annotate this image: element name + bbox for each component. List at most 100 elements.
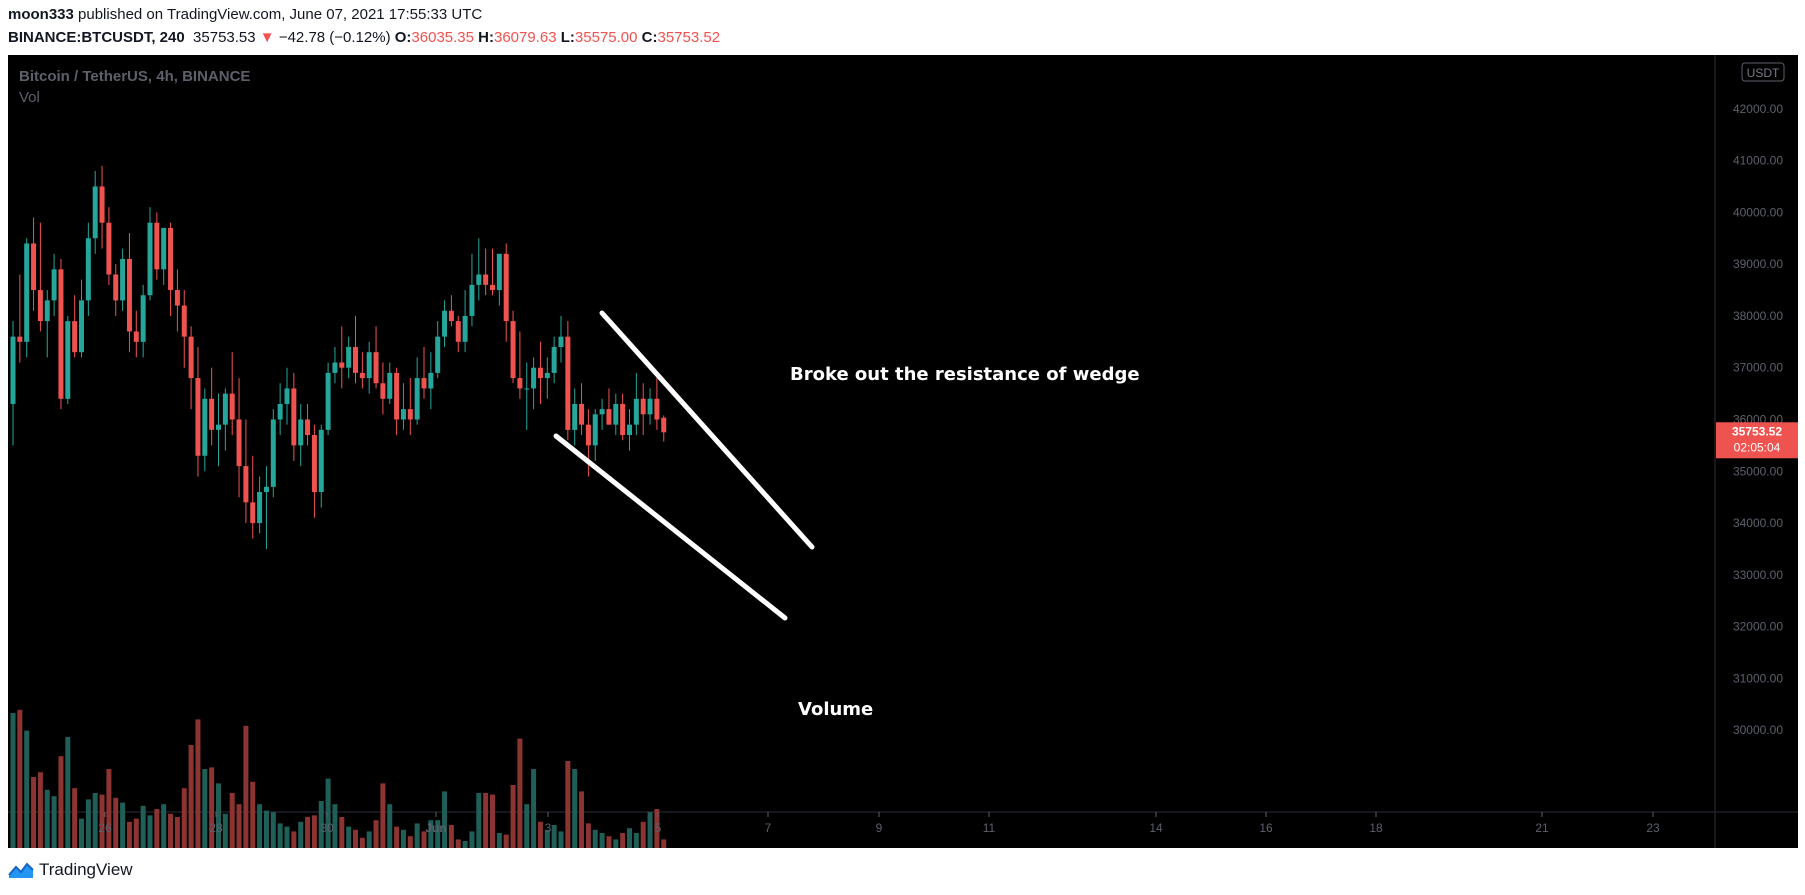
candle-series (10, 165, 667, 549)
published-text: published on TradingView.com, June 07, 2… (78, 6, 483, 23)
candle-body (620, 403, 626, 436)
volume-bar (161, 804, 167, 848)
candle-body (490, 284, 495, 291)
wedge-support-line[interactable] (553, 433, 788, 621)
candle-body (585, 424, 591, 446)
volume-bar (537, 821, 543, 848)
candle-body (113, 274, 119, 301)
candle-body (318, 429, 324, 492)
volume-bar (647, 812, 653, 848)
volume-bar (17, 709, 23, 848)
volume-bar (517, 738, 523, 848)
volume-bar (311, 815, 317, 848)
chart-panel[interactable]: 30000.00 31000.00 32000.00 33000.00 34000.00… (8, 55, 1798, 848)
volume-bar (147, 815, 153, 848)
candle-body (517, 378, 523, 389)
price-chart[interactable]: 30000.00 31000.00 32000.00 33000.00 34000.00… (8, 55, 1798, 848)
volume-bar (394, 826, 400, 848)
volume-bar (263, 810, 269, 848)
candle-body (627, 424, 632, 436)
candle-body (551, 347, 557, 373)
time-tick-label: Jun (425, 821, 446, 835)
volume-bar (332, 804, 338, 848)
time-tick-label: 14 (1149, 821, 1163, 835)
volume-bar (633, 833, 639, 848)
last-price: 35753.53 (193, 29, 256, 46)
candle-body (284, 388, 290, 404)
volume-bar (216, 783, 221, 848)
volume-bar (483, 793, 489, 848)
time-tick-label: 16 (1259, 821, 1273, 835)
time-tick-label: 28 (209, 821, 223, 835)
annotation-volume[interactable]: Volume (798, 699, 873, 720)
volume-bar (126, 821, 132, 848)
candle-body (394, 372, 400, 420)
candle-body (24, 243, 30, 342)
wedge-resistance-line[interactable] (599, 310, 815, 550)
author-name[interactable]: moon333 (8, 6, 74, 23)
candle-body (195, 378, 201, 456)
volume-bar (428, 820, 434, 848)
candle-body (325, 372, 331, 430)
volume-bar (65, 737, 71, 848)
volume-bar (250, 781, 256, 848)
candle-body (455, 321, 461, 342)
volume-bar (510, 785, 516, 848)
candle-body (414, 378, 420, 420)
volume-bar (572, 769, 578, 848)
candle-body (161, 227, 167, 270)
candle-body (579, 403, 585, 425)
volume-bar (44, 789, 50, 848)
price-tick-label: 31000.00 (1733, 671, 1783, 685)
footer-brand[interactable]: TradingView (8, 860, 133, 880)
volume-bar (31, 777, 37, 848)
time-tick-label: 11 (983, 821, 996, 835)
candle-body (174, 290, 180, 306)
time-tick-label: 5 (655, 821, 662, 835)
price-change: −42.78 (−0.12%) (278, 29, 391, 46)
candle-body (428, 372, 434, 389)
publish-info: moon333 published on TradingView.com, Ju… (8, 6, 482, 23)
candle-body (236, 419, 242, 467)
candle-body (483, 274, 489, 285)
volume-bar (243, 725, 249, 848)
currency-badge[interactable] (1741, 62, 1785, 82)
candle-body (229, 393, 235, 420)
price-tick-label: 35000.00 (1733, 464, 1783, 478)
candle-body (469, 284, 475, 316)
time-tick-label: 21 (1535, 821, 1549, 835)
candle-body (17, 336, 23, 342)
volume-bar (113, 797, 119, 848)
volume-bar (585, 823, 591, 848)
volume-bar (284, 826, 290, 848)
price-tick-label: 42000.00 (1733, 102, 1783, 116)
price-axis[interactable]: 30000.00 31000.00 32000.00 33000.00 34000.00… (1733, 102, 1783, 737)
volume-bar (606, 836, 612, 848)
candle-body (476, 274, 482, 285)
time-tick-label: 30 (320, 821, 334, 835)
time-tick-label: 26 (98, 821, 112, 835)
candle-body (558, 336, 564, 347)
annotation-breakout[interactable]: Broke out the resistance of wedge (790, 364, 1140, 385)
candle-body (524, 388, 530, 390)
volume-bar (592, 829, 598, 848)
candle-body (222, 393, 228, 425)
volume-bar (448, 825, 454, 848)
candle-body (613, 403, 619, 425)
candle-body (462, 315, 468, 342)
time-axis[interactable]: 26 28 30 Jun 3 5 7 9 11 14 16 18 21 23 (98, 812, 1660, 835)
volume-bar (544, 829, 550, 848)
volume-bar (298, 821, 304, 848)
volume-bar (558, 831, 564, 848)
high-label: H: (478, 29, 494, 46)
candle-body (79, 300, 84, 353)
time-tick-label: 18 (1369, 821, 1383, 835)
volume-bar (490, 794, 495, 848)
volume-bar (277, 823, 283, 848)
volume-bar (106, 769, 112, 848)
candle-body (339, 362, 345, 368)
volume-bar (92, 793, 98, 848)
volume-bar (236, 804, 242, 848)
volume-bar (435, 820, 441, 848)
volume-bar (318, 801, 324, 848)
